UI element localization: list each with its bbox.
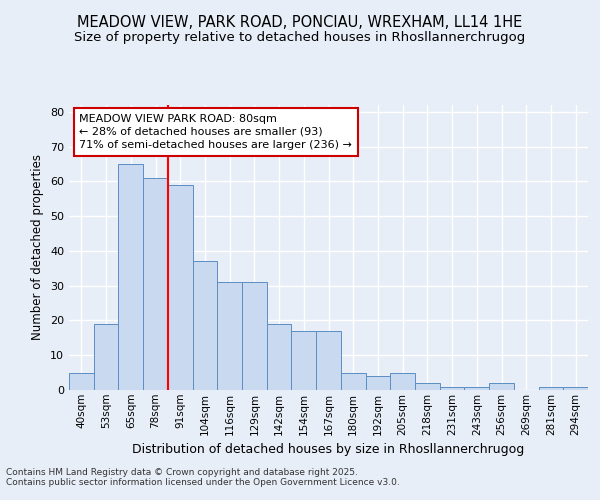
Text: MEADOW VIEW, PARK ROAD, PONCIAU, WREXHAM, LL14 1HE: MEADOW VIEW, PARK ROAD, PONCIAU, WREXHAM… xyxy=(77,15,523,30)
Bar xyxy=(94,324,118,390)
Bar xyxy=(143,178,168,390)
Bar xyxy=(168,185,193,390)
Text: Size of property relative to detached houses in Rhosllannerchrugog: Size of property relative to detached ho… xyxy=(74,31,526,44)
Bar xyxy=(415,383,440,390)
Bar xyxy=(539,386,563,390)
Bar xyxy=(489,383,514,390)
Bar xyxy=(464,386,489,390)
Y-axis label: Number of detached properties: Number of detached properties xyxy=(31,154,44,340)
Text: Contains HM Land Registry data © Crown copyright and database right 2025.
Contai: Contains HM Land Registry data © Crown c… xyxy=(6,468,400,487)
Text: MEADOW VIEW PARK ROAD: 80sqm
← 28% of detached houses are smaller (93)
71% of se: MEADOW VIEW PARK ROAD: 80sqm ← 28% of de… xyxy=(79,114,352,150)
Bar xyxy=(118,164,143,390)
Bar xyxy=(390,372,415,390)
Bar xyxy=(316,331,341,390)
Bar xyxy=(563,386,588,390)
Bar xyxy=(440,386,464,390)
Bar xyxy=(193,262,217,390)
Bar xyxy=(217,282,242,390)
Bar xyxy=(292,331,316,390)
Bar xyxy=(365,376,390,390)
Bar xyxy=(69,372,94,390)
Bar xyxy=(341,372,365,390)
Bar xyxy=(242,282,267,390)
X-axis label: Distribution of detached houses by size in Rhosllannerchrugog: Distribution of detached houses by size … xyxy=(133,443,524,456)
Bar xyxy=(267,324,292,390)
